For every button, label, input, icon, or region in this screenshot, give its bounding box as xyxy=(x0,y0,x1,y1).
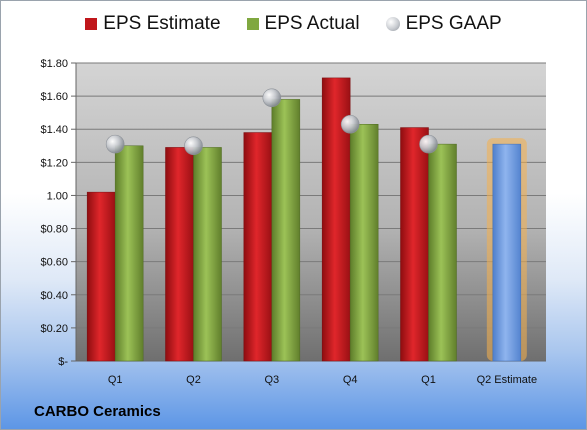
bar-eps-estimate xyxy=(165,147,194,362)
legend-swatch-eps-gaap xyxy=(385,17,400,31)
bar-eps-estimate xyxy=(400,127,429,362)
plot-area xyxy=(76,63,546,361)
bar-eps-actual xyxy=(114,145,144,362)
x-tick-label: Q2 Estimate xyxy=(477,374,538,386)
x-tick-label: Q2 xyxy=(186,374,201,386)
point-eps-gaap xyxy=(419,134,438,154)
bar-eps-estimate xyxy=(86,191,116,362)
point-eps-gaap xyxy=(105,134,125,154)
bar-eps-actual xyxy=(428,143,457,362)
legend-swatch-eps-actual xyxy=(246,18,259,30)
point-eps-gaap xyxy=(262,88,282,108)
x-tick-label: Q4 xyxy=(343,374,358,386)
legend-label-eps-estimate: EPS Estimate xyxy=(103,13,221,34)
y-tick-label: $0.20 xyxy=(40,323,68,335)
legend-item-eps-actual: EPS Actual xyxy=(246,13,360,35)
bar-eps-actual xyxy=(193,147,222,362)
x-tick-label: Q1 xyxy=(421,374,436,386)
company-name: CARBO Ceramics xyxy=(34,403,161,420)
y-tick-label: $- xyxy=(58,356,68,368)
legend-item-eps-estimate: EPS Estimate xyxy=(85,13,221,35)
y-tick-label: 1.00 xyxy=(47,190,68,202)
y-tick-label: $1.40 xyxy=(40,124,68,136)
bar-eps-estimate xyxy=(243,132,273,362)
x-tick-label: Q1 xyxy=(108,374,123,386)
legend-swatch-eps-estimate xyxy=(85,18,98,30)
bar-eps-actual xyxy=(271,99,301,362)
y-tick-label: $0.40 xyxy=(40,290,68,302)
bar-eps-forecast xyxy=(492,143,522,362)
point-eps-gaap xyxy=(340,114,360,134)
y-tick-label: $1.60 xyxy=(40,91,68,103)
y-tick-label: $1.80 xyxy=(40,58,68,70)
y-tick-label: $0.60 xyxy=(40,257,68,269)
legend-label-eps-gaap: EPS GAAP xyxy=(405,13,502,34)
legend-item-eps-gaap: EPS GAAP xyxy=(385,13,502,35)
chart-legend: EPS Estimate EPS Actual EPS GAAP xyxy=(1,13,586,35)
y-tick-label: $1.20 xyxy=(40,157,68,169)
legend-label-eps-actual: EPS Actual xyxy=(264,13,360,34)
bar-eps-actual xyxy=(349,124,379,362)
y-tick-label: $0.80 xyxy=(40,224,68,236)
point-eps-gaap xyxy=(184,136,203,156)
x-tick-label: Q3 xyxy=(264,374,279,386)
